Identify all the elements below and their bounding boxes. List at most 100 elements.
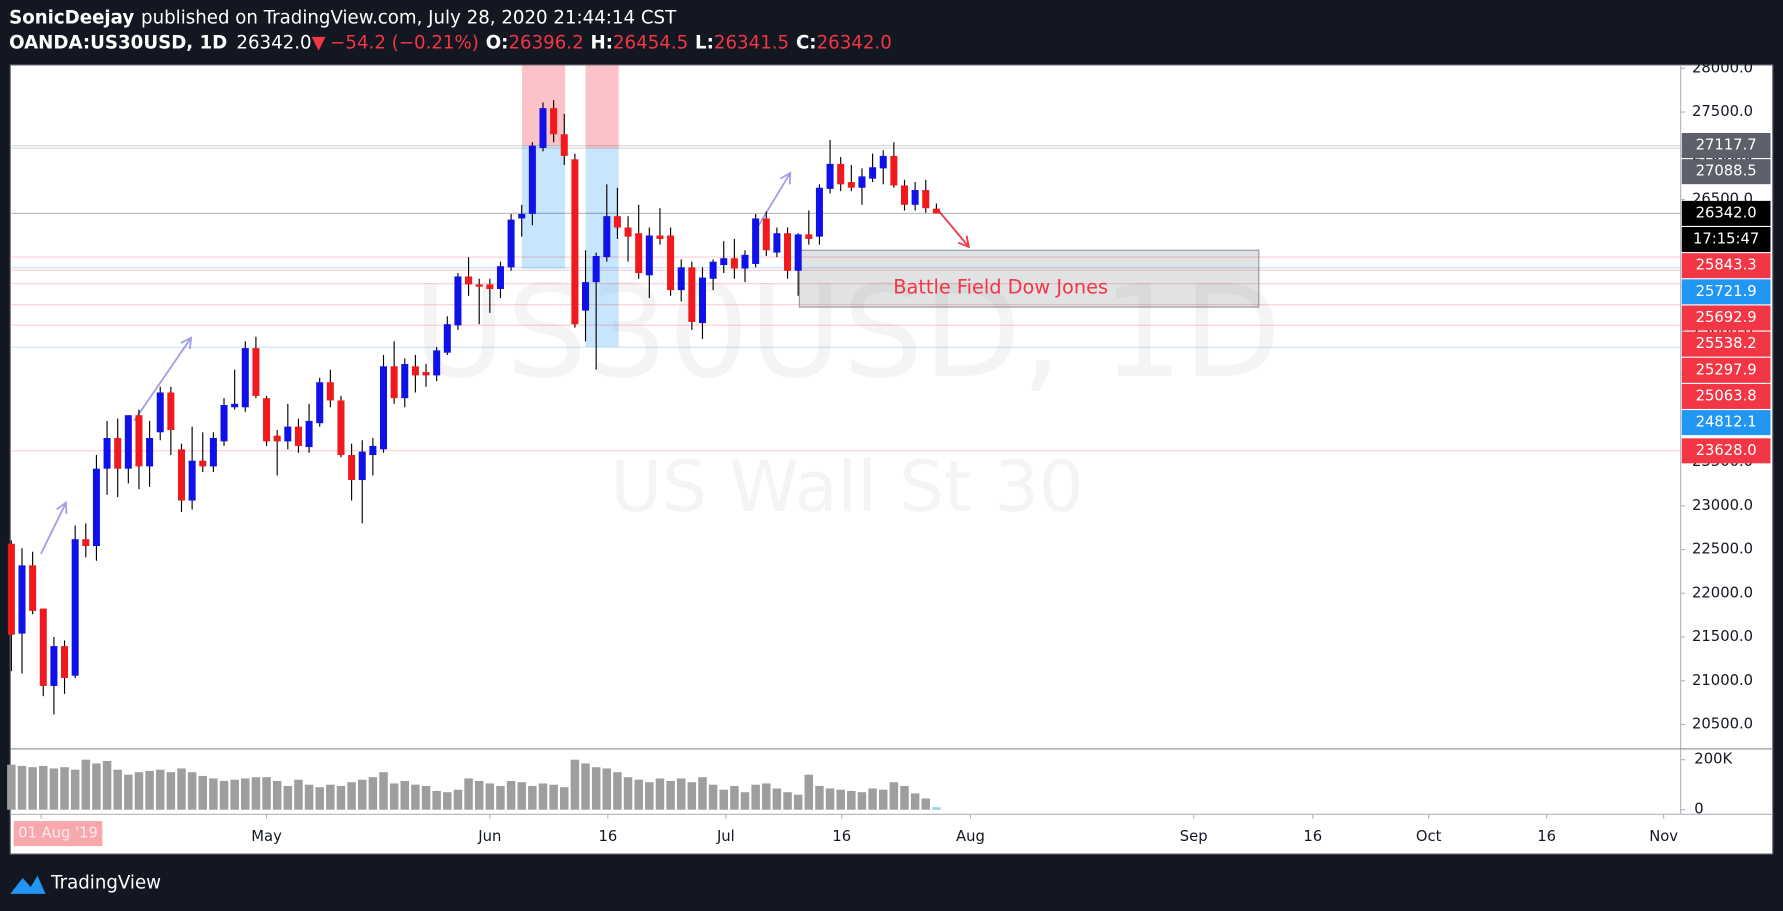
volume-bar	[241, 778, 250, 810]
volume-bar	[315, 787, 324, 810]
candle-body	[550, 108, 558, 135]
candle-body	[911, 190, 919, 205]
y-tick-label: 21500.0	[1692, 628, 1753, 645]
x-tick-label: Oct	[1416, 828, 1442, 845]
candle-body	[879, 155, 887, 169]
candle-body	[507, 219, 515, 268]
volume-bar	[209, 778, 218, 810]
y2-tick-label: 0	[1694, 801, 1703, 818]
x-tick-label: Jul	[716, 828, 735, 845]
candle-body	[847, 182, 855, 188]
y-tick-label: 28000.0	[1692, 59, 1753, 76]
volume-bar	[187, 772, 197, 810]
x-tick-label: May	[251, 828, 282, 845]
candle-body	[932, 208, 940, 214]
tradingview-logo: TradingView	[10, 873, 161, 894]
volume-bar	[368, 777, 378, 810]
trend-arrow	[756, 172, 792, 228]
candle-body	[294, 426, 302, 446]
volume-bar	[740, 792, 750, 810]
price-label-box	[1681, 132, 1771, 159]
ohlc-value: 26342.0	[817, 32, 892, 53]
candle-body	[741, 254, 749, 269]
volume-bar	[847, 790, 856, 810]
ohlc-value: 26341.5	[714, 32, 789, 53]
x-tick-label: 16	[1303, 828, 1322, 845]
volume-bar	[485, 783, 495, 810]
volume-bar	[92, 763, 101, 810]
price-label-box	[1681, 383, 1771, 409]
price-label-text: 25063.8	[1696, 387, 1757, 404]
volume-bar	[443, 792, 452, 810]
candle-body	[475, 284, 483, 287]
volume-bar	[804, 774, 814, 810]
volume-bar	[549, 784, 558, 810]
volume-bar	[645, 782, 654, 810]
trend-arrow-head	[56, 500, 68, 515]
last-price: 26342.0	[236, 32, 311, 53]
x-tick-label: Jun	[477, 828, 501, 845]
candle-body	[433, 350, 441, 376]
volume-bar	[17, 765, 27, 810]
candle-body	[571, 159, 579, 325]
candle-body	[124, 415, 132, 469]
candle-body	[348, 455, 356, 481]
crosshair-date: 01 Aug '19	[18, 825, 98, 842]
candle-body	[890, 155, 898, 186]
candle-body	[837, 163, 845, 185]
price-label-text: 25692.9	[1696, 309, 1757, 326]
candle-body	[316, 382, 324, 424]
candle-body	[922, 190, 930, 209]
volume-bar	[39, 765, 48, 810]
volume-bar	[453, 789, 463, 810]
volume-bar	[113, 769, 122, 810]
volume-bar	[687, 782, 697, 810]
x-tick-label: Aug	[956, 828, 985, 845]
author: SonicDeejay	[9, 7, 134, 28]
volume-bar	[889, 782, 899, 810]
price-label-text: 25843.3	[1696, 257, 1757, 274]
volume-bar	[634, 779, 643, 810]
x-tick-label: 16	[832, 828, 851, 845]
candle-body	[624, 227, 632, 237]
price-label-box	[1681, 279, 1771, 305]
price-label: 24812.1	[1681, 410, 1771, 436]
x-tick-label: 16	[598, 828, 617, 845]
candle-body	[582, 282, 590, 311]
ohlc-label: H:	[590, 32, 612, 53]
chart-frame	[9, 64, 1774, 855]
candle-body	[858, 176, 866, 188]
volume-bar	[528, 785, 537, 810]
price-label: 25297.9	[1681, 357, 1771, 383]
trend-arrow	[40, 502, 67, 555]
candle-body	[284, 426, 292, 442]
candle-body	[518, 213, 526, 219]
volume-bar	[676, 778, 686, 810]
volume-bar	[464, 778, 473, 810]
candle-body	[379, 366, 388, 450]
volume-bar	[230, 779, 239, 810]
demand-zone	[585, 147, 619, 347]
logo-icon	[10, 875, 46, 894]
candle-body	[71, 539, 79, 676]
candle-body	[443, 324, 451, 353]
candle-body	[496, 266, 504, 289]
candle-body	[592, 255, 600, 283]
candle-body	[252, 348, 260, 396]
price-label-text: 25721.9	[1696, 283, 1757, 300]
candle-body	[454, 276, 462, 326]
price-label-text: 26342.0	[1696, 204, 1757, 221]
candle-body	[720, 258, 728, 266]
volume-bar	[836, 789, 845, 810]
candle-body	[188, 460, 196, 501]
publish-line: SonicDeejay published on TradingView.com,…	[9, 7, 677, 28]
ohlc-value: 26396.2	[508, 32, 583, 53]
volume-bar	[581, 763, 590, 810]
volume-bar	[698, 777, 707, 810]
trend-arrow-head	[180, 336, 193, 350]
volume-bar	[538, 783, 548, 810]
candle-body	[61, 646, 69, 678]
candle-body	[50, 646, 58, 686]
candle-body	[92, 468, 100, 547]
candle-body	[199, 460, 207, 467]
